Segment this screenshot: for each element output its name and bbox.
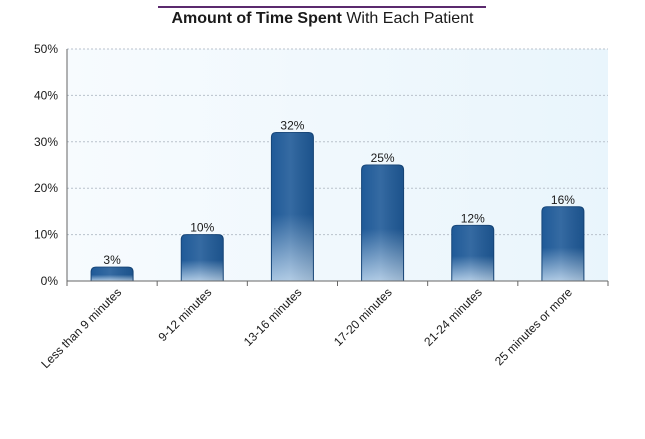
x-tick-label: 25 minutes or more — [492, 285, 575, 368]
plot-area — [67, 49, 608, 281]
y-tick-label: 30% — [34, 135, 58, 149]
bar-shine — [271, 132, 314, 281]
data-label: 32% — [280, 119, 304, 133]
x-tick-label: 17-20 minutes — [331, 285, 395, 349]
chart-title-rest: With Each Patient — [346, 10, 474, 27]
bar-shine — [361, 165, 404, 281]
y-tick-label: 0% — [41, 274, 59, 288]
data-label: 10% — [190, 221, 214, 235]
x-tick-label: 13-16 minutes — [241, 285, 305, 349]
y-tick-label: 40% — [34, 88, 58, 102]
data-label: 16% — [551, 193, 575, 207]
bars — [90, 132, 585, 282]
bar-shine — [451, 225, 494, 281]
bar-shine — [181, 234, 224, 281]
data-label: 25% — [371, 151, 395, 165]
bar-shine — [91, 267, 134, 281]
bar-shine — [541, 206, 584, 281]
y-tick-label: 50% — [34, 42, 58, 56]
x-tick-label: 21-24 minutes — [421, 285, 485, 349]
chart-title: Amount of Time Spent With Each Patient — [0, 10, 645, 28]
y-tick-label: 10% — [34, 228, 58, 242]
axes — [66, 49, 609, 286]
y-tick-label: 20% — [34, 181, 58, 195]
x-tick-label: 9-12 minutes — [155, 285, 214, 344]
data-label: 12% — [461, 211, 485, 225]
x-tick-label: Less than 9 minutes — [38, 285, 124, 371]
chart-title-bold: Amount of Time Spent — [171, 10, 342, 27]
title-rule — [158, 6, 486, 8]
data-label: 3% — [103, 253, 121, 267]
